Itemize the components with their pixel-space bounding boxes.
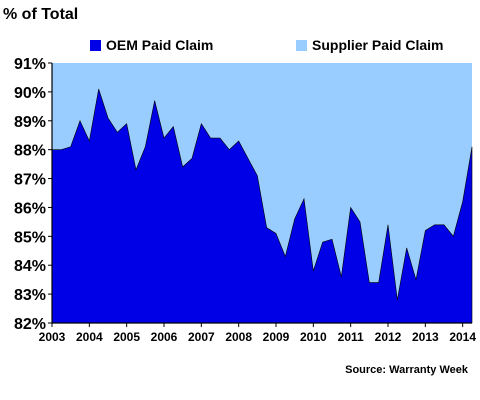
x-tick-label: 2012 bbox=[375, 330, 402, 344]
x-tick-label: 2007 bbox=[188, 330, 215, 344]
x-tick-label: 2011 bbox=[338, 330, 364, 344]
y-tick-label: 83% bbox=[14, 287, 46, 304]
y-tick-label: 84% bbox=[14, 258, 46, 275]
y-tick-label: 90% bbox=[14, 85, 46, 102]
x-tick-label: 2014 bbox=[449, 330, 476, 344]
x-tick-label: 2006 bbox=[151, 330, 178, 344]
x-tick-label: 2003 bbox=[39, 330, 66, 344]
x-tick-label: 2013 bbox=[412, 330, 439, 344]
legend-item-oem: OEM Paid Claim bbox=[90, 37, 213, 53]
legend-label-supplier: Supplier Paid Claim bbox=[312, 37, 444, 53]
legend-swatch-oem-icon bbox=[90, 39, 101, 51]
y-tick-label: 89% bbox=[14, 114, 46, 131]
y-tick-label: 86% bbox=[14, 200, 46, 217]
y-axis-title: % of Total bbox=[3, 6, 79, 23]
x-tick-label: 2008 bbox=[225, 330, 252, 344]
y-tick-label: 82% bbox=[14, 316, 46, 333]
x-tick-label: 2005 bbox=[113, 330, 140, 344]
y-tick-label: 87% bbox=[14, 172, 46, 189]
y-tick-label: 85% bbox=[14, 229, 46, 246]
oem-paid-area bbox=[51, 88, 473, 324]
x-tick-label: 2010 bbox=[300, 330, 327, 344]
y-tick-label: 88% bbox=[14, 143, 46, 160]
legend-label-oem: OEM Paid Claim bbox=[106, 37, 214, 53]
legend-item-supplier: Supplier Paid Claim bbox=[296, 37, 443, 53]
y-tick-label: 91% bbox=[14, 56, 46, 73]
x-tick-label: 2004 bbox=[76, 330, 103, 344]
legend-swatch-supplier-icon bbox=[296, 39, 307, 51]
source-note: Source: Warranty Week bbox=[345, 364, 468, 376]
x-tick-label: 2009 bbox=[263, 330, 290, 344]
